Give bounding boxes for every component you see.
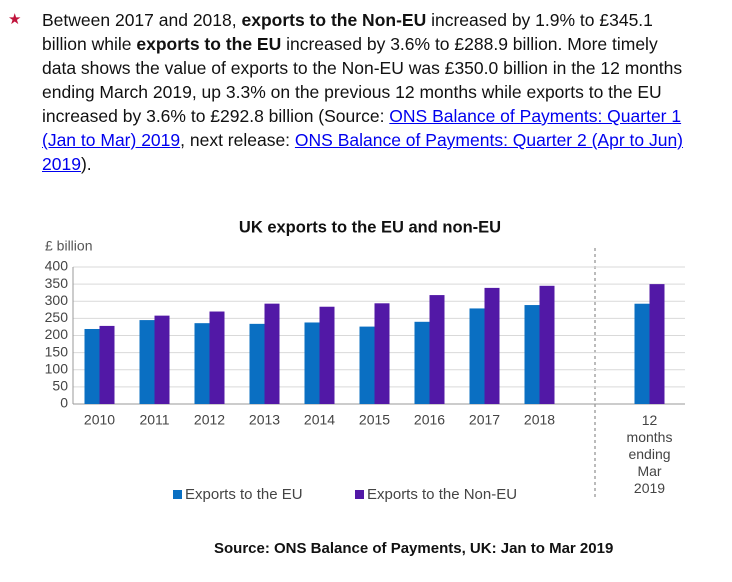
source: Source: ONS Balance of Payments, UK: Jan… xyxy=(214,540,613,557)
bar xyxy=(539,285,555,404)
bar xyxy=(99,325,115,404)
bullet-marker: ★ xyxy=(8,11,22,28)
legend-swatch xyxy=(173,490,182,499)
x-tick-label: 2018 xyxy=(524,412,555,428)
bar xyxy=(194,323,210,404)
x-tick-label: 2017 xyxy=(469,412,500,428)
y-axis-label: £ billion xyxy=(45,238,92,254)
x-tick-label: 2015 xyxy=(359,412,390,428)
y-tick-label: 150 xyxy=(45,343,69,359)
bar xyxy=(374,303,390,404)
x-tick-label: 2016 xyxy=(414,412,445,428)
bar xyxy=(139,320,155,404)
y-tick-label: 100 xyxy=(45,360,69,376)
bar xyxy=(84,328,100,404)
bar xyxy=(249,323,265,404)
bullet-text: Between 2017 and 2018, exports to the No… xyxy=(42,8,687,176)
bar xyxy=(469,308,485,404)
bar xyxy=(264,303,280,404)
x-tick-label: 2010 xyxy=(84,412,115,428)
bar xyxy=(649,284,665,404)
text-segment: ). xyxy=(80,154,92,174)
bar xyxy=(634,303,650,404)
bar xyxy=(359,326,375,404)
y-tick-label: 50 xyxy=(52,378,68,394)
x-tick-label: 2014 xyxy=(304,412,335,428)
x-tick-label: 12 months ending Mar 2019 xyxy=(627,412,673,496)
legend-swatch xyxy=(355,490,364,499)
y-tick-label: 250 xyxy=(45,309,69,325)
x-tick-label: 2013 xyxy=(249,412,280,428)
y-tick-label: 350 xyxy=(45,275,69,291)
bar xyxy=(154,315,170,404)
link[interactable]: ONS Balance of Payments: Quarter 1 (Jan … xyxy=(42,106,682,150)
text-segment: increased by 3.6% to £288.9 billion. Mor… xyxy=(42,34,683,126)
legend-label: Exports to the EU xyxy=(185,486,303,503)
text-segment: exports to the Non-EU xyxy=(241,10,427,30)
y-tick-label: 200 xyxy=(45,326,69,342)
link[interactable]: ONS Balance of Payments: Quarter 2 (Apr … xyxy=(42,130,684,174)
y-tick-label: 400 xyxy=(45,258,69,274)
x-tick-label: 2012 xyxy=(194,412,225,428)
bar xyxy=(524,305,540,404)
text-segment: exports to the EU xyxy=(136,34,282,54)
text-segment: increased by 1.9% to £345.1 billion whil… xyxy=(42,10,653,54)
bar xyxy=(209,311,225,404)
bar xyxy=(319,306,335,404)
text-segment: Between 2017 and 2018, xyxy=(42,10,242,30)
bar xyxy=(484,287,500,404)
chart-title: UK exports to the EU and non-EU xyxy=(239,218,501,236)
y-tick-label: 300 xyxy=(45,292,69,308)
bar xyxy=(429,295,445,404)
bar xyxy=(304,322,320,404)
x-tick-label: 2011 xyxy=(139,412,169,428)
y-tick-label: 0 xyxy=(60,395,68,411)
legend-label: Exports to the Non-EU xyxy=(367,486,517,503)
bar xyxy=(414,321,430,404)
text-segment: , next release: xyxy=(180,130,295,150)
